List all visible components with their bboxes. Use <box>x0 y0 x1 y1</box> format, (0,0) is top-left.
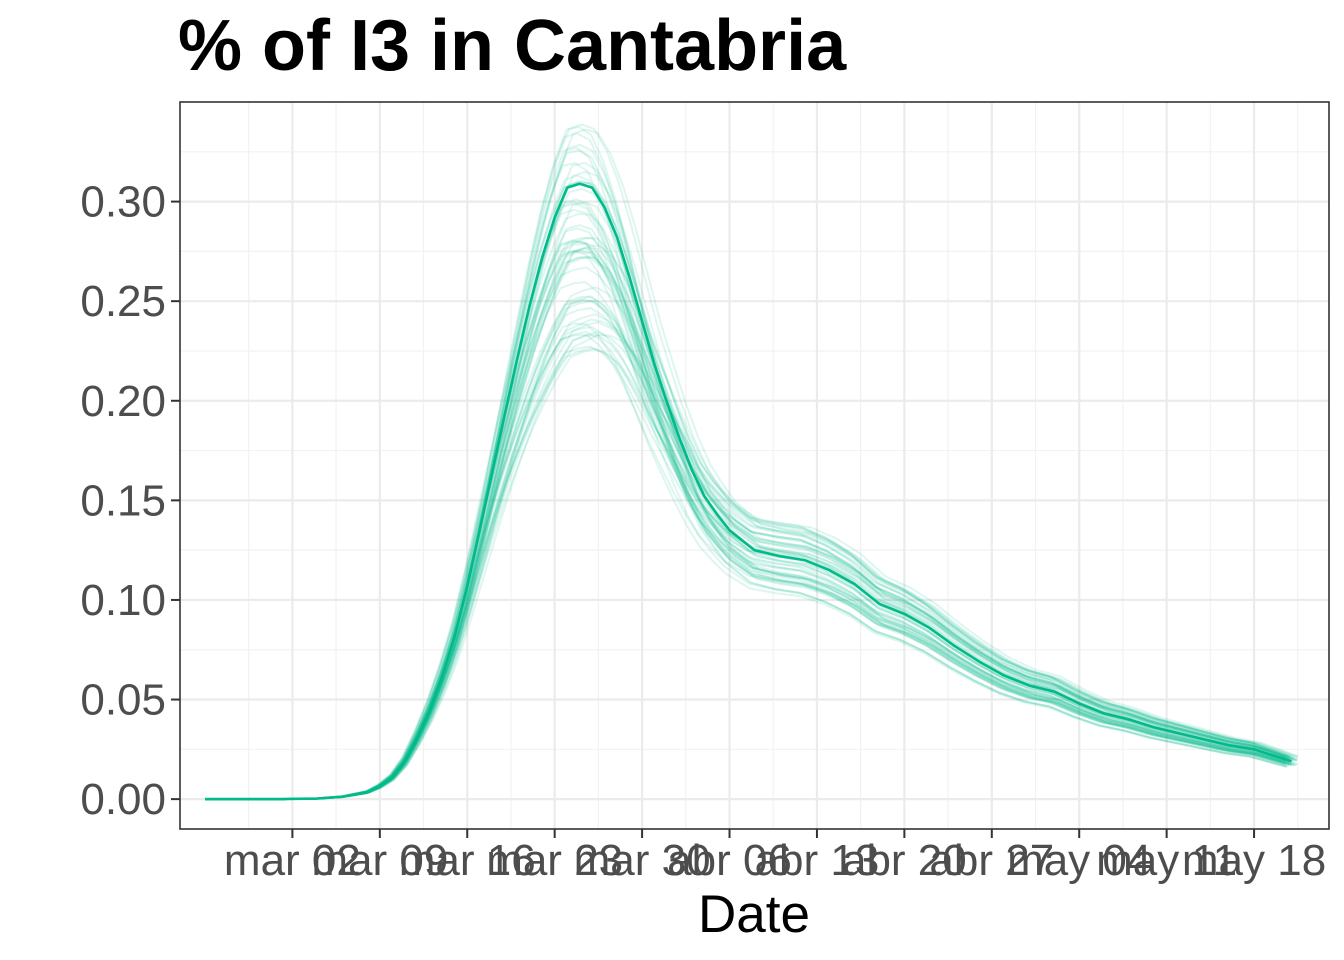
ensemble-run-line <box>205 318 1292 801</box>
x-tick-label: mar 16 <box>399 836 536 885</box>
ensemble-run-line <box>205 298 1296 801</box>
x-tick-label: may 18 <box>1182 836 1326 885</box>
ensemble-run-line <box>205 255 1289 801</box>
x-tick-label: mar 09 <box>311 836 448 885</box>
ensemble-run-line <box>205 295 1290 801</box>
ensemble-run-line <box>205 249 1291 801</box>
x-tick-label: mar 23 <box>486 836 623 885</box>
y-tick-label: 0.00 <box>80 775 166 824</box>
minor-gridlines <box>180 102 1329 829</box>
y-tick-label: 0.30 <box>80 178 166 227</box>
x-tick-label: mar 02 <box>224 836 361 885</box>
ensemble-run-line <box>205 322 1288 801</box>
ensemble-run-line <box>205 181 1290 801</box>
y-tick-label: 0.15 <box>80 476 166 525</box>
ensemble-run-line <box>205 146 1289 801</box>
ensemble-run-line <box>205 170 1298 801</box>
x-tick-label: abr 27 <box>929 836 1054 885</box>
ensemble-run-line <box>205 187 1294 801</box>
major-gridlines <box>180 102 1329 829</box>
ensemble-run-line <box>205 330 1286 801</box>
x-axis-title: Date <box>698 885 810 944</box>
x-tick-label: mar 30 <box>574 836 711 885</box>
ensemble-run-line <box>205 331 1298 801</box>
x-tick-label: abr 06 <box>667 836 792 885</box>
ensemble-run-line <box>205 242 1287 801</box>
ensemble-run-line <box>205 224 1292 801</box>
ensemble-run-line <box>205 149 1292 801</box>
chart-title: % of I3 in Cantabria <box>178 6 847 86</box>
ensemble-run-line <box>205 200 1286 801</box>
y-tick-label: 0.25 <box>80 277 166 326</box>
ensemble-run-line <box>205 334 1298 801</box>
ensemble-run-line <box>205 266 1286 801</box>
ensemble-run-line <box>205 227 1290 801</box>
x-tick-label: may 04 <box>1007 836 1151 885</box>
ensemble-run-line <box>205 162 1288 801</box>
x-tick-label: abr 13 <box>755 836 880 885</box>
ensemble-run-line <box>205 161 1297 801</box>
ensemble-run-line <box>205 240 1293 801</box>
ensemble-run-line <box>205 249 1287 801</box>
ensemble-run-line <box>205 325 1292 801</box>
ensemble-lines <box>205 123 1299 801</box>
ensemble-run-line <box>205 247 1287 801</box>
y-axis: 0.00 0.05 0.10 0.15 0.20 0.25 0.30 <box>80 178 180 824</box>
y-tick-label: 0.20 <box>80 377 166 426</box>
ensemble-run-line <box>205 321 1298 801</box>
x-tick-label: abr 20 <box>842 836 967 885</box>
ensemble-run-line <box>205 181 1289 801</box>
ensemble-run-line <box>205 299 1295 801</box>
ensemble-run-line <box>205 200 1297 801</box>
ensemble-run-line <box>205 123 1294 801</box>
y-tick-label: 0.05 <box>80 676 166 725</box>
x-tick-label: may 11 <box>1096 836 1237 885</box>
plot-panel-border <box>179 101 1330 830</box>
y-tick-label: 0.10 <box>80 576 166 625</box>
median-series-line <box>205 182 1292 801</box>
main-series <box>205 182 1292 801</box>
ensemble-run-line <box>205 345 1290 801</box>
ensemble-run-line <box>205 143 1293 801</box>
ensemble-run-line <box>205 125 1292 801</box>
ensemble-run-line <box>205 208 1286 801</box>
ensemble-run-line <box>205 237 1298 801</box>
